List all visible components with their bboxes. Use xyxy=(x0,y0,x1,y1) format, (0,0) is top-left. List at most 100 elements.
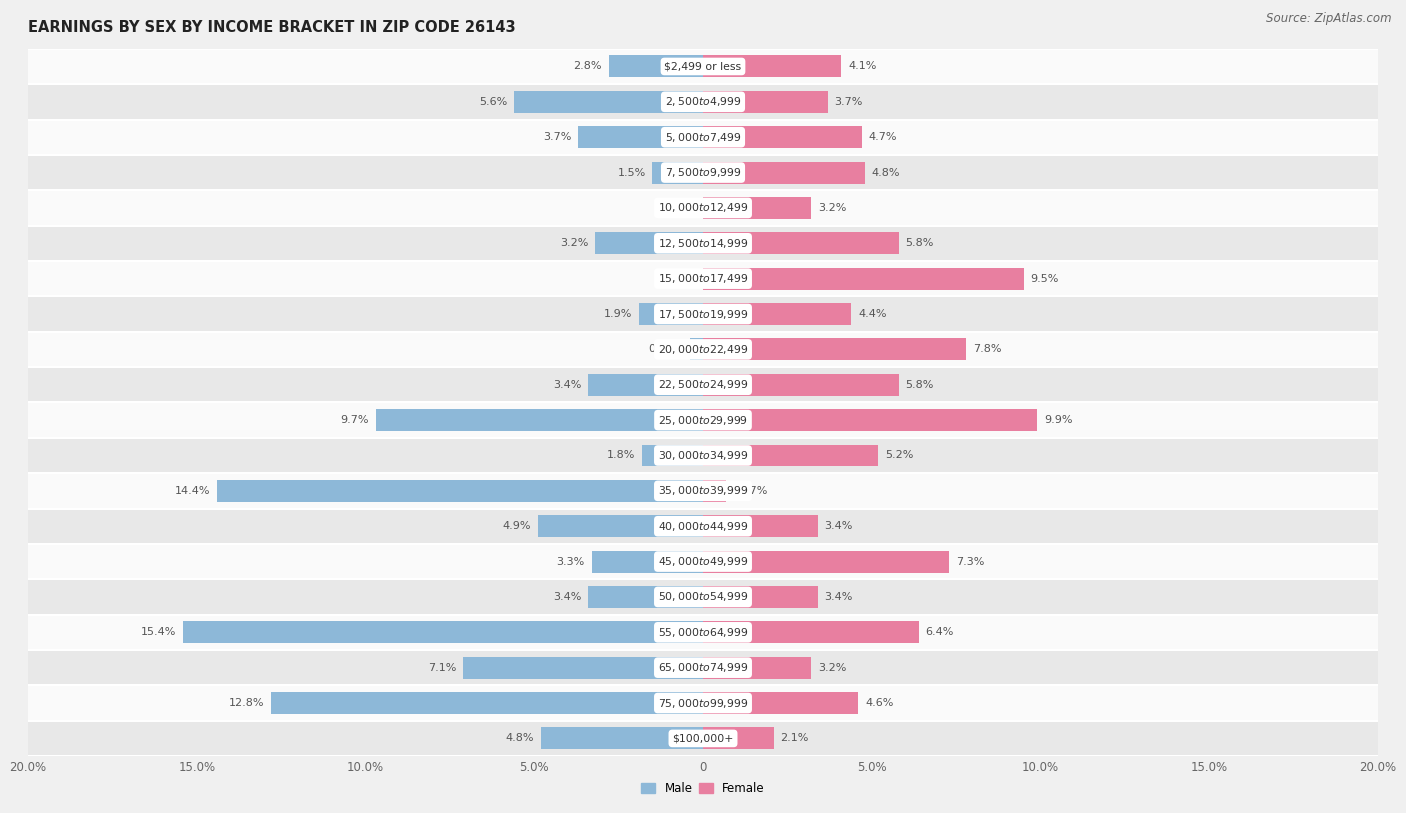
Bar xyxy=(28,85,1378,120)
Text: 4.4%: 4.4% xyxy=(858,309,887,319)
Text: $100,000+: $100,000+ xyxy=(672,733,734,743)
Text: $12,500 to $14,999: $12,500 to $14,999 xyxy=(658,237,748,250)
Text: $45,000 to $49,999: $45,000 to $49,999 xyxy=(658,555,748,568)
Text: $22,500 to $24,999: $22,500 to $24,999 xyxy=(658,378,748,391)
Text: 0.0%: 0.0% xyxy=(668,203,696,213)
Bar xyxy=(703,728,773,750)
Text: 5.8%: 5.8% xyxy=(905,238,934,248)
Bar xyxy=(703,126,862,148)
Text: $65,000 to $74,999: $65,000 to $74,999 xyxy=(658,661,748,674)
Text: 3.4%: 3.4% xyxy=(824,592,853,602)
Bar xyxy=(703,162,865,184)
Bar xyxy=(28,190,1378,226)
Bar xyxy=(703,374,898,396)
Text: $7,500 to $9,999: $7,500 to $9,999 xyxy=(665,166,741,179)
Text: 5.8%: 5.8% xyxy=(905,380,934,389)
Text: 3.4%: 3.4% xyxy=(824,521,853,531)
Text: $55,000 to $64,999: $55,000 to $64,999 xyxy=(658,626,748,639)
Bar xyxy=(28,226,1378,261)
Bar xyxy=(703,621,920,643)
Text: 12.8%: 12.8% xyxy=(229,698,264,708)
Bar xyxy=(578,126,703,148)
Bar xyxy=(703,233,898,254)
Text: 3.3%: 3.3% xyxy=(557,557,585,567)
Bar xyxy=(28,650,1378,685)
Text: 3.2%: 3.2% xyxy=(560,238,588,248)
Bar xyxy=(690,338,703,360)
Text: 3.7%: 3.7% xyxy=(835,97,863,107)
Text: 4.6%: 4.6% xyxy=(865,698,893,708)
Text: Source: ZipAtlas.com: Source: ZipAtlas.com xyxy=(1267,12,1392,25)
Text: 1.8%: 1.8% xyxy=(607,450,636,460)
Bar xyxy=(537,515,703,537)
Bar xyxy=(28,473,1378,509)
Text: $30,000 to $34,999: $30,000 to $34,999 xyxy=(658,449,748,462)
Text: 2.1%: 2.1% xyxy=(780,733,808,743)
Bar xyxy=(638,303,703,325)
Bar xyxy=(703,267,1024,289)
Bar xyxy=(703,480,725,502)
Bar xyxy=(703,91,828,113)
Bar xyxy=(703,657,811,679)
Bar xyxy=(28,120,1378,155)
Bar xyxy=(464,657,703,679)
Bar xyxy=(217,480,703,502)
Bar xyxy=(28,437,1378,473)
Text: 9.5%: 9.5% xyxy=(1031,274,1059,284)
Text: 5.6%: 5.6% xyxy=(479,97,508,107)
Text: EARNINGS BY SEX BY INCOME BRACKET IN ZIP CODE 26143: EARNINGS BY SEX BY INCOME BRACKET IN ZIP… xyxy=(28,20,516,35)
Text: $40,000 to $44,999: $40,000 to $44,999 xyxy=(658,520,748,533)
Bar xyxy=(28,544,1378,579)
Text: 4.8%: 4.8% xyxy=(872,167,900,177)
Text: $35,000 to $39,999: $35,000 to $39,999 xyxy=(658,485,748,498)
Bar xyxy=(595,233,703,254)
Text: $10,000 to $12,499: $10,000 to $12,499 xyxy=(658,202,748,215)
Text: $2,500 to $4,999: $2,500 to $4,999 xyxy=(665,95,741,108)
Text: $17,500 to $19,999: $17,500 to $19,999 xyxy=(658,307,748,320)
Bar xyxy=(703,197,811,219)
Text: 9.7%: 9.7% xyxy=(340,415,368,425)
Bar xyxy=(28,367,1378,402)
Bar xyxy=(28,615,1378,650)
Bar xyxy=(588,586,703,608)
Bar xyxy=(28,720,1378,756)
Bar xyxy=(183,621,703,643)
Bar xyxy=(703,586,818,608)
Text: 3.2%: 3.2% xyxy=(818,203,846,213)
Bar xyxy=(652,162,703,184)
Bar xyxy=(541,728,703,750)
Bar xyxy=(28,297,1378,332)
Bar xyxy=(28,579,1378,615)
Bar xyxy=(703,303,852,325)
Bar xyxy=(28,49,1378,85)
Text: $25,000 to $29,999: $25,000 to $29,999 xyxy=(658,414,748,427)
Bar xyxy=(28,155,1378,190)
Text: 7.3%: 7.3% xyxy=(956,557,984,567)
Text: 7.8%: 7.8% xyxy=(973,345,1001,354)
Bar xyxy=(703,338,966,360)
Text: 4.9%: 4.9% xyxy=(502,521,531,531)
Text: 6.4%: 6.4% xyxy=(925,628,955,637)
Text: 4.7%: 4.7% xyxy=(869,133,897,142)
Text: 7.1%: 7.1% xyxy=(429,663,457,672)
Bar xyxy=(588,374,703,396)
Bar xyxy=(609,55,703,77)
Text: 4.8%: 4.8% xyxy=(506,733,534,743)
Text: 5.2%: 5.2% xyxy=(886,450,914,460)
Text: 0.67%: 0.67% xyxy=(733,486,768,496)
Text: $15,000 to $17,499: $15,000 to $17,499 xyxy=(658,272,748,285)
Text: 1.5%: 1.5% xyxy=(617,167,645,177)
Text: 0.38%: 0.38% xyxy=(648,345,683,354)
Text: $20,000 to $22,499: $20,000 to $22,499 xyxy=(658,343,748,356)
Legend: Male, Female: Male, Female xyxy=(637,777,769,800)
Text: 14.4%: 14.4% xyxy=(174,486,211,496)
Text: 3.2%: 3.2% xyxy=(818,663,846,672)
Bar xyxy=(28,332,1378,367)
Text: $2,499 or less: $2,499 or less xyxy=(665,62,741,72)
Bar xyxy=(643,445,703,467)
Bar xyxy=(703,550,949,572)
Text: 3.4%: 3.4% xyxy=(553,592,582,602)
Bar xyxy=(28,261,1378,297)
Text: 9.9%: 9.9% xyxy=(1043,415,1073,425)
Bar xyxy=(28,402,1378,437)
